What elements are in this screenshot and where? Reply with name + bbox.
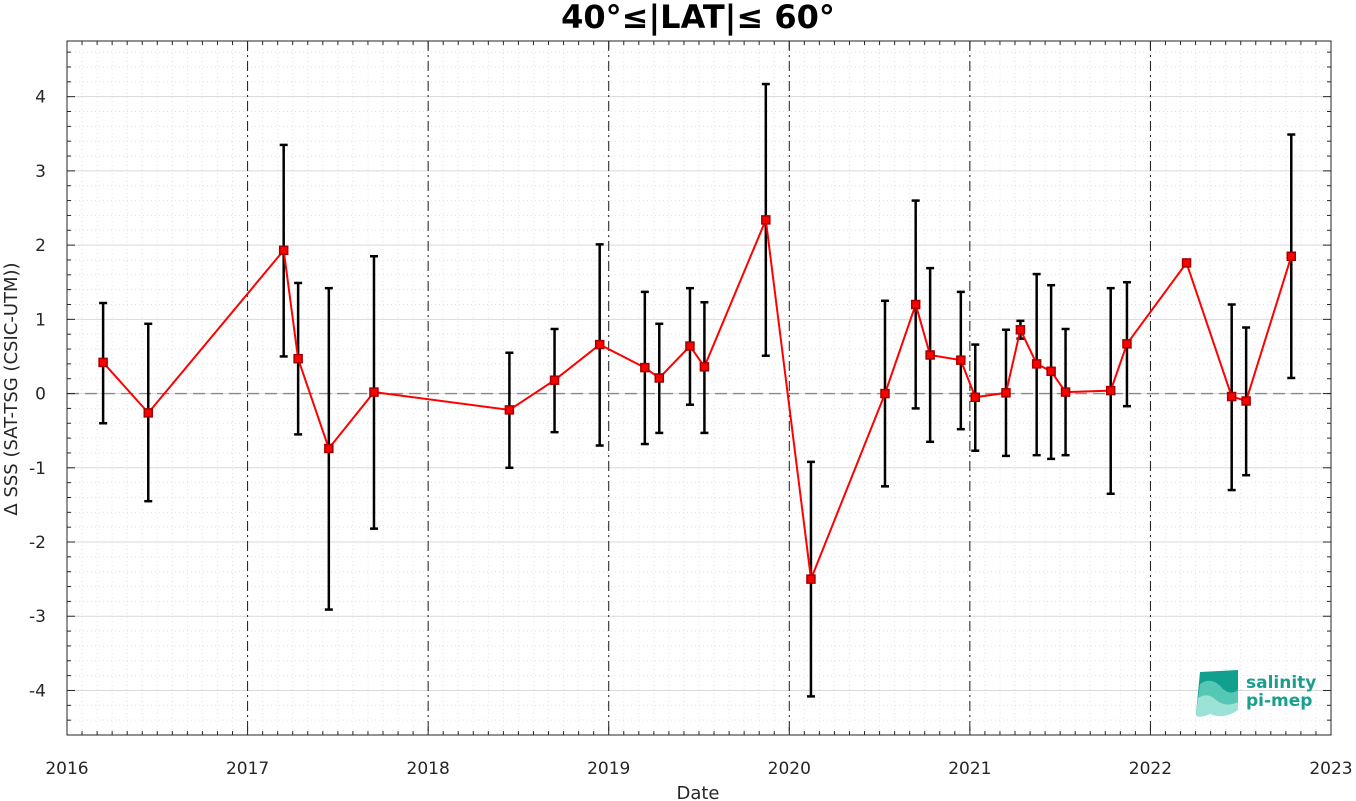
data-point-marker xyxy=(685,341,695,351)
x-tick-label: 2016 xyxy=(45,759,88,779)
chart-title: 40°≤|LAT|≤ 60° xyxy=(561,0,835,37)
data-point-marker xyxy=(143,408,154,418)
axis-ticks xyxy=(66,41,1332,735)
x-axis-label: Date xyxy=(676,783,719,801)
data-point-marker xyxy=(1286,251,1297,262)
data-point-marker xyxy=(970,392,981,403)
data-point-marker xyxy=(1122,339,1132,349)
data-point-marker xyxy=(1031,359,1042,369)
data-point-marker xyxy=(278,245,289,256)
y-tick-label: -1 xyxy=(29,459,46,479)
wave-logo-icon xyxy=(1196,670,1238,717)
data-point-marker xyxy=(925,350,935,360)
data-point-marker xyxy=(594,339,605,350)
data-point-marker xyxy=(806,574,816,584)
x-tick-label: 2021 xyxy=(948,759,991,779)
year-boundary-lines xyxy=(247,41,1151,735)
logo-text-salinity: salinity xyxy=(1246,673,1316,693)
data-point-marker xyxy=(1015,324,1026,335)
y-tick-label: -3 xyxy=(29,607,46,627)
data-point-marker xyxy=(293,353,303,364)
y-tick-label: -2 xyxy=(29,533,46,553)
data-point-marker xyxy=(549,375,560,385)
x-tick-label: 2017 xyxy=(226,759,269,779)
y-tick-labels: -4 -3 -2 -1 0 1 2 3 4 xyxy=(29,88,46,702)
x-tick-label: 2023 xyxy=(1309,759,1352,779)
data-point-marker xyxy=(1181,258,1192,268)
y-tick-label: -4 xyxy=(29,681,46,701)
logo-text-pi-mep: pi-mep xyxy=(1246,691,1312,711)
x-tick-label: 2022 xyxy=(1129,759,1172,779)
y-tick-label: 3 xyxy=(35,162,46,182)
salinity-pi-mep-logo: salinity pi-mep xyxy=(1196,670,1316,717)
y-tick-label: 1 xyxy=(35,310,46,330)
data-point-marker xyxy=(654,373,665,383)
data-point-marker xyxy=(910,299,921,310)
data-point-marker xyxy=(1060,387,1071,397)
data-point-marker xyxy=(1226,391,1237,402)
data-point-marker xyxy=(1105,385,1116,396)
x-tick-label: 2019 xyxy=(587,759,630,779)
data-point-marker xyxy=(880,388,890,399)
y-tick-label: 2 xyxy=(35,236,46,256)
data-point-marker xyxy=(640,362,650,373)
data-point-marker xyxy=(956,355,966,365)
data-point-marker xyxy=(1001,388,1011,398)
data-point-marker xyxy=(1046,366,1056,377)
data-point-marker xyxy=(98,357,108,368)
y-tick-label: 0 xyxy=(35,385,46,405)
data-point-marker xyxy=(324,443,334,454)
data-point-marker xyxy=(761,215,771,225)
data-point-marker xyxy=(369,387,379,397)
x-tick-label: 2018 xyxy=(407,759,450,779)
data-point-marker xyxy=(1241,396,1251,406)
data-markers xyxy=(98,215,1297,584)
data-point-marker xyxy=(699,362,710,372)
y-axis-label: Δ SSS (SAT-TSG (CSIC-UTM)) xyxy=(1,262,22,515)
x-tick-labels: 2016 2017 2018 2019 2020 2021 2022 2023 xyxy=(45,759,1352,779)
data-point-marker xyxy=(504,405,515,415)
grid xyxy=(66,41,1332,735)
x-tick-label: 2020 xyxy=(768,759,811,779)
y-tick-label: 4 xyxy=(35,88,46,108)
